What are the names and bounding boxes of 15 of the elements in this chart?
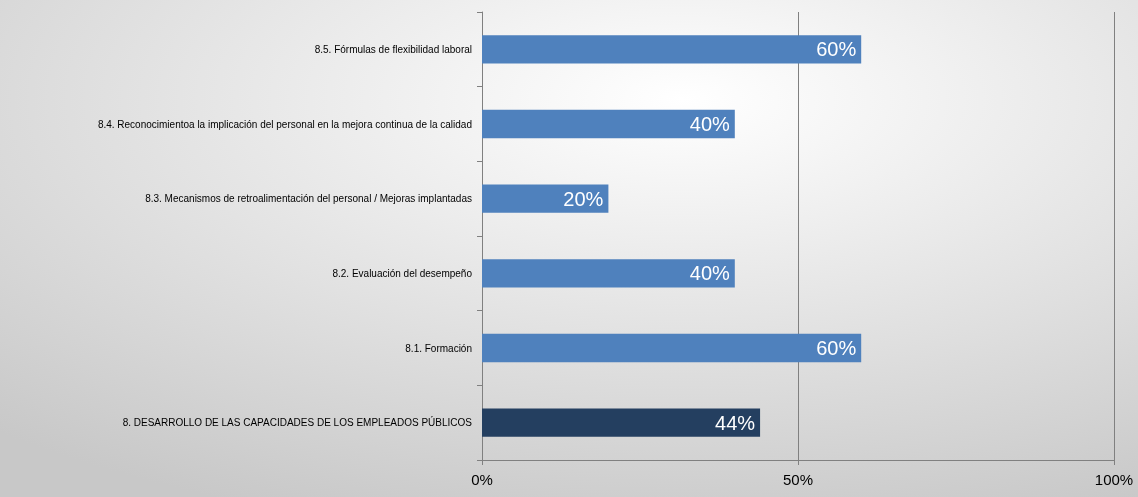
y-tick-label: 8.5. Fórmulas de flexibilidad laboral [314, 43, 472, 55]
y-tick-label: 8.4. Reconocimientoa la implicación del personal en la mejora continua de la calidad [97, 118, 472, 130]
y-tick-label: 8. DESARROLLO DE LAS CAPACIDADES DE LOS EMPLEADOS PÚBLICOS [122, 416, 473, 429]
data-label: 20% [563, 187, 604, 210]
data-label: 60% [816, 337, 857, 359]
x-tick-label: 0% [471, 471, 493, 488]
data-label: 40% [689, 113, 731, 135]
y-tick-label: 8.3. Mecanismos de retroalimentación del personal / Mejoras implantadas [145, 193, 472, 205]
x-tick-label: 100% [1094, 471, 1134, 488]
x-tick-label: 50% [782, 471, 814, 488]
y-tick-label: 8.1. Formación [405, 342, 472, 354]
y-tick-label: 8.2. Evaluación del desempeño [332, 267, 473, 279]
data-label: 40% [689, 262, 731, 285]
data-label: 44% [715, 411, 756, 434]
data-label: 60% [816, 38, 857, 61]
